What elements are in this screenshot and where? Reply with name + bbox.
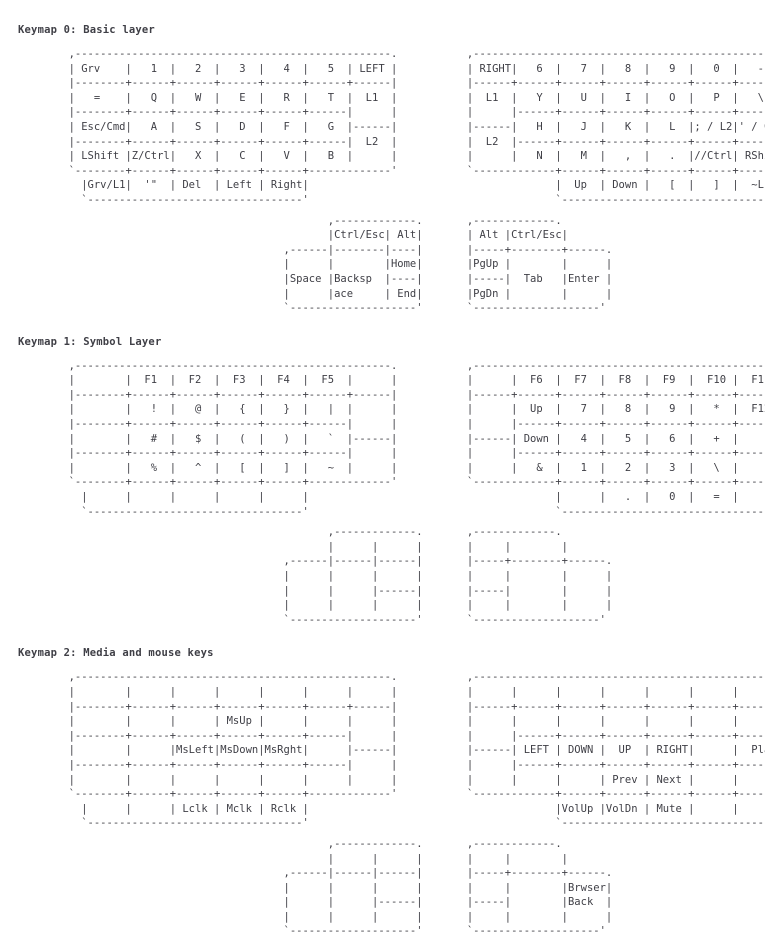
- keymap-block-1: Keymap 1: Symbol Layer ,----------------…: [18, 334, 765, 628]
- keymap-1-main-ascii: ,---------------------------------------…: [68, 359, 765, 518]
- keymap-block-2: Keymap 2: Media and mouse keys ,--------…: [18, 645, 765, 939]
- keymap-1-title: Keymap 1: Symbol Layer: [18, 335, 162, 348]
- keymap-2-title: Keymap 2: Media and mouse keys: [18, 647, 214, 660]
- section-gap: [18, 316, 765, 334]
- keymap-1-thumb-ascii: ,-------------. ,-------------. | | | | …: [283, 526, 613, 626]
- keymap-2-thumb-ascii: ,-------------. ,-------------. | | | | …: [283, 837, 613, 938]
- keymap-0-main-ascii: ,---------------------------------------…: [68, 48, 765, 206]
- keymap-2-main-ascii: ,---------------------------------------…: [68, 671, 765, 830]
- keymap-0-thumb-ascii: ,-------------. ,-------------. |Ctrl/Es…: [283, 214, 613, 315]
- section-gap: [18, 627, 765, 645]
- keymap-block-0: Keymap 0: Basic layer ,-----------------…: [18, 22, 765, 316]
- keymap-0-title: Keymap 0: Basic layer: [18, 24, 155, 36]
